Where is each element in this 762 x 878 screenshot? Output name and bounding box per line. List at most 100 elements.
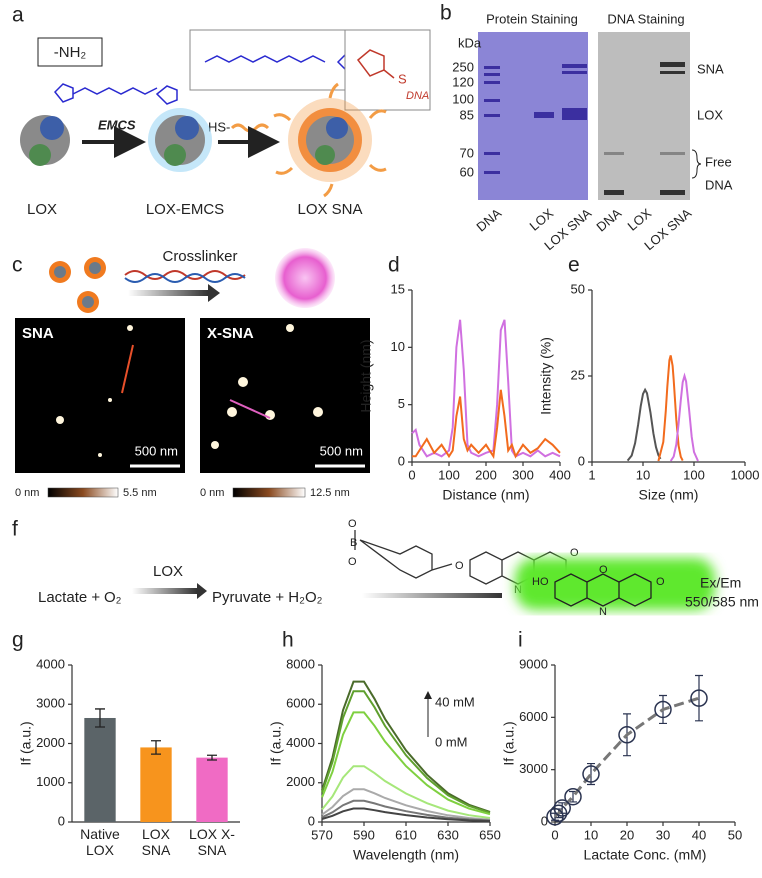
- panel-f: f O B O O N O HO O N O Lactate + O₂ LOX …: [12, 518, 759, 618]
- x-tick-label: 10: [636, 467, 650, 482]
- profile-line: [229, 399, 271, 419]
- data-line: [321, 711, 491, 816]
- substrate: Lactate +: [38, 589, 100, 606]
- species-label: LOX SNA: [297, 201, 362, 218]
- y-tick-label: 1000: [36, 774, 65, 789]
- x-axis-label: Lactate Conc. (mM): [584, 847, 707, 863]
- x-axis-label: Size (nm): [639, 487, 699, 503]
- error-bar: [587, 762, 595, 786]
- x-tick-label: 100: [683, 467, 705, 482]
- gel-bands: [604, 62, 685, 195]
- panel-label: c: [12, 254, 23, 277]
- callout-box: [37, 37, 103, 67]
- x-tick-label: 40: [692, 827, 706, 842]
- bar: [140, 747, 172, 822]
- afm-particles: [56, 325, 133, 457]
- gel-bands: [484, 64, 587, 174]
- band-label: SNA: [697, 61, 724, 76]
- data-line: [626, 387, 662, 462]
- emcs-structure: [53, 83, 178, 105]
- gel-title: DNA Staining: [607, 11, 684, 26]
- oxygen: O₂: [104, 589, 122, 606]
- x-sna-icon: [275, 248, 335, 308]
- species-label: LOX: [27, 201, 57, 218]
- atom-label: B: [350, 537, 357, 549]
- data-point: [582, 765, 600, 783]
- y-tick-label: 10: [391, 339, 405, 354]
- afm-particles: [211, 324, 323, 449]
- panel-label: h: [282, 629, 294, 652]
- data-line: [321, 690, 491, 814]
- y-tick-label: 5: [398, 396, 405, 411]
- image-title: SNA: [22, 325, 54, 342]
- crosslinker-strand: [124, 273, 246, 283]
- y-tick-label: 8000: [286, 656, 315, 671]
- image-title: X-SNA: [207, 325, 254, 342]
- ladder-label: 120: [452, 74, 474, 89]
- x-tick-label: 20: [620, 827, 634, 842]
- x-axis-label: Wavelength (nm): [353, 847, 459, 863]
- x-tick-label: 200: [475, 467, 497, 482]
- panel-label: e: [568, 254, 580, 277]
- panel-label: g: [12, 629, 24, 652]
- ladder-label: 70: [460, 145, 474, 160]
- afm-image: [200, 318, 370, 473]
- data-line: [321, 765, 491, 819]
- callout-box: [344, 29, 431, 111]
- y-tick-label: 25: [571, 367, 585, 382]
- atom-label: O: [656, 576, 665, 588]
- unit-label: kDa: [458, 35, 482, 50]
- y-axis-label: If (a.u.): [501, 721, 517, 765]
- panel-label: i: [518, 629, 523, 652]
- afm-image: [15, 318, 185, 473]
- panel-label: a: [12, 4, 24, 27]
- x-tick-label: 1000: [731, 467, 760, 482]
- panel-a: a -NH₂ EMCS S DNA HS- LOX LOX-EMCS LOX S…: [12, 4, 431, 218]
- y-tick-label: 9000: [519, 656, 548, 671]
- arrow: [132, 588, 197, 594]
- data-line: [411, 319, 561, 458]
- band-label: LOX: [697, 107, 723, 122]
- y-tick-label: 2000: [36, 735, 65, 750]
- y-tick-label: 4000: [286, 735, 315, 750]
- scale-label: 500 nm: [320, 443, 363, 458]
- error-bar: [95, 708, 105, 728]
- x-tick-label: 610: [395, 827, 417, 842]
- error-bar: [151, 740, 161, 755]
- atom-label: O: [348, 518, 357, 530]
- colorbar: [47, 487, 119, 498]
- profile-line: [121, 344, 134, 394]
- x-tick-label-box: Native LOX: [80, 826, 120, 858]
- annotation: 40 mM: [435, 694, 475, 709]
- colorbar-max: 12.5 nm: [310, 487, 350, 499]
- data-line: [321, 788, 491, 821]
- x-tick-label: 10: [584, 827, 598, 842]
- lane-label: DNA: [473, 205, 504, 234]
- x-tick-label: 50: [728, 827, 742, 842]
- y-axis-label: Intensity (%): [538, 337, 554, 415]
- band-label: Free: [705, 154, 732, 169]
- maleimide-structure: [356, 49, 395, 79]
- ladder-label: 250: [452, 59, 474, 74]
- lox-sna: [273, 82, 387, 198]
- y-tick-label: 0: [578, 453, 585, 468]
- data-line: [321, 799, 491, 822]
- colorbar-min: 0 nm: [15, 487, 39, 499]
- atom-label: O: [455, 560, 464, 572]
- x-tick-label: 630: [437, 827, 459, 842]
- data-line: [669, 372, 699, 462]
- arrow-head: [197, 583, 207, 599]
- ladder-label: 85: [460, 107, 474, 122]
- y-tick-label: 4000: [36, 656, 65, 671]
- y-axis-label: If (a.u.): [268, 721, 284, 765]
- panel-b: b Protein Staining DNA Staining kDa 250 …: [440, 2, 733, 254]
- sulfur-label: S: [398, 71, 407, 86]
- y-axis-label: Height (nm): [358, 339, 374, 412]
- y-tick-label: 6000: [286, 696, 315, 711]
- bar: [196, 757, 228, 822]
- lane-label: DNA: [593, 205, 624, 234]
- data-line: [321, 807, 491, 822]
- atom-label: O: [348, 556, 357, 568]
- ex-em-label: Ex/Em: [700, 575, 741, 591]
- y-tick-label: 15: [391, 281, 405, 296]
